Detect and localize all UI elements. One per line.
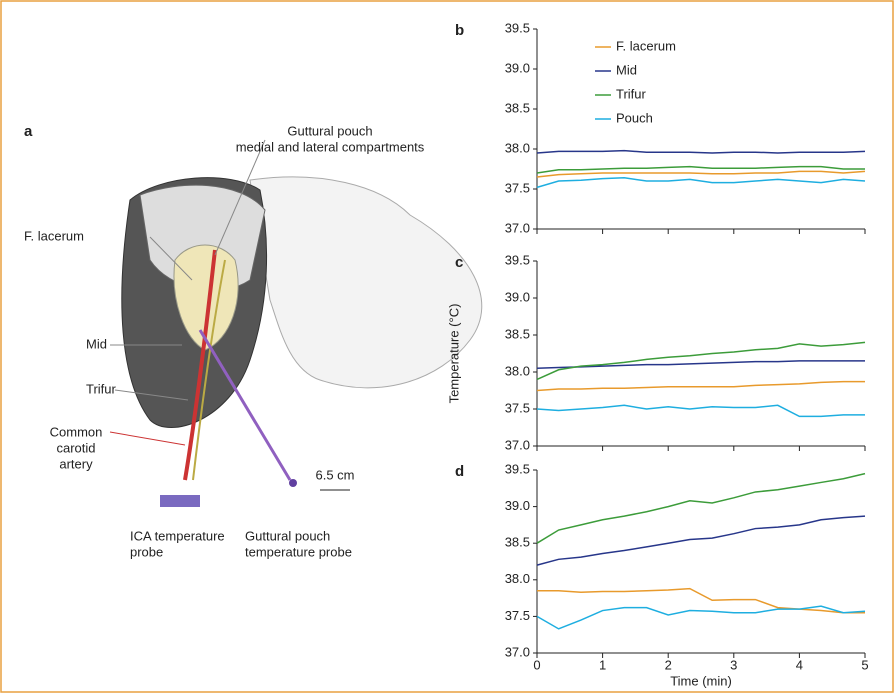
y-tick-label: 39.0 (505, 289, 530, 304)
series-line (536, 177, 866, 189)
y-tick-label: 37.5 (505, 180, 530, 195)
artery (183, 249, 217, 481)
y-tick-label: 38.5 (505, 100, 530, 115)
series-line (537, 587, 865, 614)
series-line (536, 165, 865, 174)
series-line (536, 380, 865, 392)
x-axis-label: Time (min) (670, 673, 732, 688)
x-tick-label: 0 (533, 657, 540, 672)
ica-probe-connector (160, 495, 200, 507)
y-tick-label: 37.0 (505, 437, 530, 452)
legend-label: Trifur (616, 86, 647, 101)
series-line (536, 170, 866, 178)
legend-label: Mid (616, 62, 637, 77)
annotation: Guttural pouch (287, 123, 372, 138)
series-line (536, 341, 866, 381)
illustration (109, 139, 483, 507)
series-line (536, 472, 866, 544)
panel-label: b (455, 22, 464, 39)
y-tick-label: 38.0 (505, 571, 530, 586)
annotation: F. lacerum (24, 228, 84, 243)
y-tick-label: 37.0 (505, 644, 530, 659)
legend-label: F. lacerum (616, 38, 676, 53)
annotation: ICA temperature (130, 528, 225, 543)
y-tick-label: 39.5 (505, 20, 530, 35)
y-tick-label: 38.5 (505, 535, 530, 550)
y-tick-label: 38.5 (505, 326, 530, 341)
leader-trifur (114, 389, 189, 401)
x-tick-label: 1 (599, 657, 606, 672)
annotation: Trifur (86, 381, 117, 396)
series-line (536, 404, 865, 418)
annotation: artery (59, 456, 93, 471)
leader-carotid (109, 431, 186, 446)
panel-label: a (24, 123, 33, 140)
leader-lacerum (149, 236, 193, 281)
x-tick-label: 5 (861, 657, 868, 672)
x-tick-label: 4 (796, 657, 803, 672)
y-tick-label: 39.0 (505, 60, 530, 75)
annotation: medial and lateral compartments (236, 139, 425, 154)
y-tick-label: 39.5 (505, 252, 530, 267)
series-line (536, 515, 866, 566)
pouch-probe-wire (198, 329, 292, 481)
pouch-probe (289, 479, 297, 487)
annotation: temperature probe (245, 544, 352, 559)
y-axis-label: Temperature (°C) (446, 304, 461, 404)
annotation: Guttural pouch (245, 528, 330, 543)
y-tick-label: 39.5 (505, 461, 530, 476)
y-tick-label: 38.0 (505, 140, 530, 155)
x-tick-label: 3 (730, 657, 737, 672)
y-tick-label: 39.0 (505, 498, 530, 513)
panel-label: d (455, 463, 464, 480)
y-tick-label: 37.5 (505, 400, 530, 415)
annotation: Mid (86, 336, 107, 351)
annotation: 6.5 cm (315, 467, 354, 482)
annotation: Common (50, 424, 103, 439)
legend-label: Pouch (616, 110, 653, 125)
series-line (536, 360, 865, 370)
y-tick-label: 38.0 (505, 363, 530, 378)
leader-pouch (214, 139, 266, 256)
panel-label: c (455, 254, 463, 271)
series-line (536, 149, 866, 154)
series-line (536, 605, 866, 630)
y-tick-label: 37.5 (505, 608, 530, 623)
skull-outline (249, 176, 483, 389)
annotation: probe (130, 544, 163, 559)
x-tick-label: 2 (665, 657, 672, 672)
annotation: carotid (56, 440, 95, 455)
nerve (192, 259, 226, 481)
y-tick-label: 37.0 (505, 220, 530, 235)
